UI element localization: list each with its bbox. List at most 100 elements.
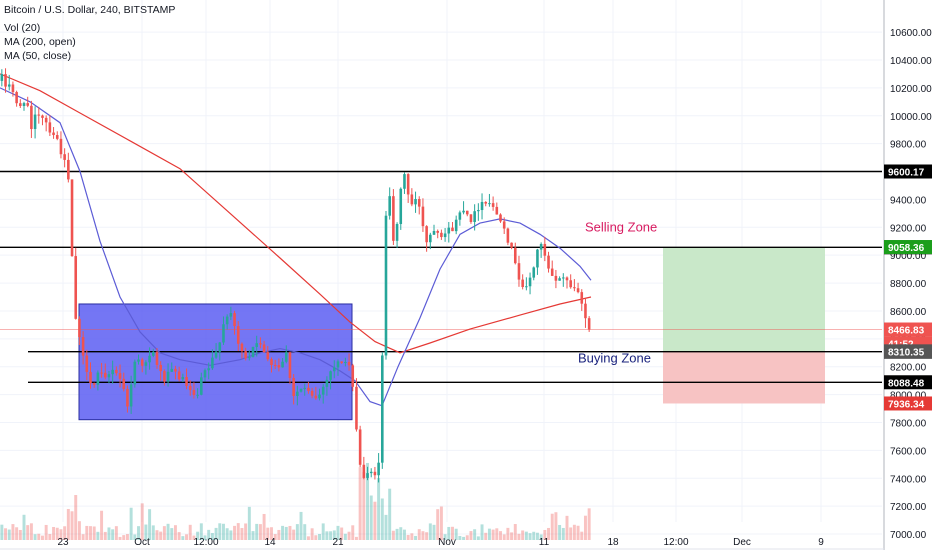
volume-bar bbox=[535, 532, 539, 540]
candle-body bbox=[414, 199, 417, 205]
candle-body bbox=[240, 343, 244, 352]
candle-body bbox=[547, 255, 550, 269]
price-axis[interactable]: 7000.00 7200.00 7400.00 7600.00 7800.00 8000.… bbox=[883, 0, 932, 550]
volume-bar bbox=[421, 531, 425, 540]
candle-body bbox=[37, 114, 41, 116]
volume-bar bbox=[480, 524, 484, 540]
candle-body bbox=[148, 355, 151, 363]
volume-bar bbox=[487, 528, 491, 540]
candle-body bbox=[369, 471, 373, 474]
ma-50-line bbox=[0, 87, 592, 407]
volume-bar bbox=[325, 531, 329, 540]
time-tick-label: 9 bbox=[818, 537, 824, 548]
indicator-ma-50: MA (50, close) bbox=[4, 50, 71, 62]
candle-body bbox=[417, 199, 421, 207]
candle-body bbox=[4, 74, 7, 87]
candle-body bbox=[129, 384, 133, 407]
volume-bar bbox=[284, 526, 288, 540]
volume-bar bbox=[89, 526, 92, 540]
candle-body bbox=[340, 361, 343, 363]
candle-body bbox=[288, 352, 292, 378]
candle-body bbox=[377, 462, 380, 476]
candle-body bbox=[395, 224, 399, 241]
price-tag bbox=[884, 164, 932, 179]
volume-bar bbox=[554, 512, 558, 540]
candle-body bbox=[510, 242, 513, 248]
levels-layer bbox=[0, 170, 882, 383]
price-tag bbox=[884, 322, 932, 337]
time-axis[interactable]: 23 Oct 12:00 14 21 Nov 11 18 12:00 Dec 9 bbox=[0, 537, 884, 550]
volume-bar bbox=[85, 525, 89, 540]
stop-zone bbox=[663, 351, 825, 404]
candle-body bbox=[399, 188, 403, 225]
volume-bar bbox=[362, 472, 366, 540]
candle-body bbox=[236, 326, 240, 344]
candle-body bbox=[325, 379, 329, 387]
price-tick-label: 10000.00 bbox=[890, 112, 932, 123]
price-tag-label: 9058.36 bbox=[888, 243, 925, 254]
price-tag-label: 8310.35 bbox=[888, 347, 925, 358]
candle-body bbox=[565, 277, 569, 281]
candle-body bbox=[469, 214, 473, 222]
volume-bar bbox=[303, 524, 307, 540]
candle-body bbox=[447, 227, 451, 234]
candle-body bbox=[440, 232, 443, 238]
consolidation-box bbox=[78, 303, 353, 421]
volume-bar bbox=[177, 532, 181, 540]
volume-bar bbox=[140, 503, 144, 540]
candle-body bbox=[536, 249, 539, 268]
candle-body bbox=[303, 387, 307, 389]
volume-bar bbox=[499, 531, 502, 540]
volume-bar bbox=[583, 515, 587, 540]
candle-body bbox=[454, 219, 458, 232]
candle-body bbox=[192, 390, 196, 395]
volume-bar bbox=[22, 514, 26, 540]
volume-bar bbox=[270, 527, 273, 540]
candle-body bbox=[451, 227, 454, 232]
volume-bar bbox=[185, 534, 189, 540]
volume-bar bbox=[491, 529, 495, 540]
volume-bar bbox=[129, 507, 133, 540]
volume-bar bbox=[484, 532, 488, 540]
candle-body bbox=[436, 231, 440, 233]
candle-body bbox=[318, 394, 321, 399]
candle-body bbox=[332, 367, 336, 372]
candle-body bbox=[443, 233, 447, 238]
volume-bar bbox=[192, 535, 196, 540]
volume-bar bbox=[52, 526, 56, 540]
candle-body bbox=[554, 275, 558, 281]
time-tick-label: 21 bbox=[332, 537, 344, 548]
price-tag-label: 7936.34 bbox=[888, 399, 925, 410]
candle-body bbox=[255, 343, 259, 348]
candle-body bbox=[44, 117, 48, 123]
candle-body bbox=[321, 386, 325, 395]
volume-bar bbox=[221, 523, 225, 540]
candle-body bbox=[251, 347, 255, 358]
volume-bar bbox=[561, 527, 565, 540]
price-tag bbox=[884, 396, 932, 411]
volume-bar bbox=[107, 527, 111, 540]
volume-bar bbox=[214, 527, 218, 540]
volume-bar bbox=[384, 514, 388, 540]
candle-body bbox=[229, 313, 233, 317]
volume-bar bbox=[81, 534, 85, 540]
volume-bar bbox=[295, 524, 299, 540]
candle-body bbox=[155, 351, 159, 365]
candle-body bbox=[244, 351, 247, 359]
price-tag-label: 8466.83 bbox=[888, 326, 925, 337]
volume-bar bbox=[273, 534, 277, 540]
volume-bar bbox=[576, 525, 580, 540]
candle-body bbox=[96, 372, 100, 385]
candle-body bbox=[111, 369, 114, 375]
candle-body bbox=[488, 203, 491, 205]
price-tag bbox=[884, 240, 932, 255]
volume-bar bbox=[454, 528, 458, 540]
candle-body bbox=[292, 377, 295, 396]
volume-bar bbox=[436, 509, 440, 540]
time-tick-label: 23 bbox=[57, 537, 69, 548]
candle-body bbox=[277, 365, 281, 368]
candle-body bbox=[480, 201, 484, 211]
volume-bar bbox=[111, 529, 115, 540]
